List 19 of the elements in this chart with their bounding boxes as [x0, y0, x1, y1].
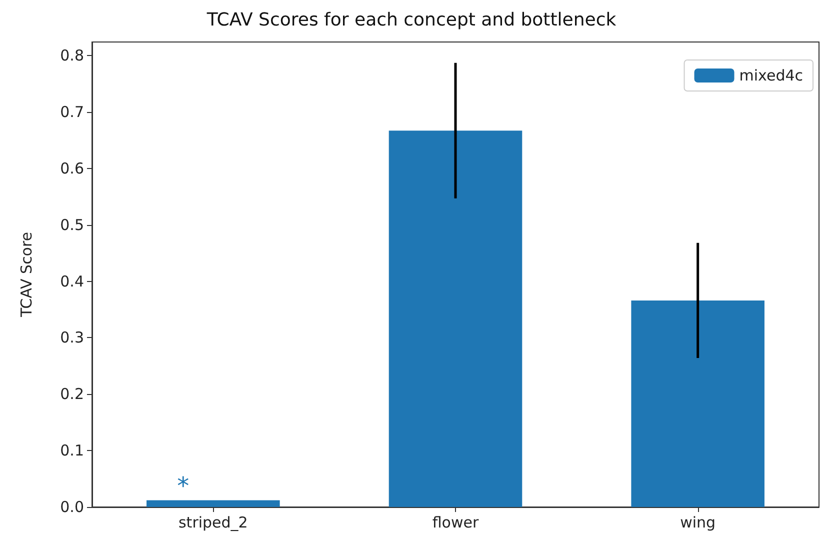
chart-title: TCAV Scores for each concept and bottleneck [206, 10, 617, 30]
bar [146, 500, 280, 507]
x-tick-label: flower [432, 514, 480, 532]
y-tick-label: 0.5 [60, 216, 84, 234]
bar [631, 300, 764, 507]
y-tick-label: 0.0 [60, 498, 84, 516]
x-tick-label: striped_2 [178, 514, 248, 532]
y-tick-label: 0.3 [60, 328, 84, 347]
x-tick-label: wing [680, 514, 716, 532]
y-axis-title: TCAV Score [18, 232, 36, 318]
annotation: * [177, 472, 190, 500]
y-tick-label: 0.8 [60, 46, 84, 65]
y-tick-label: 0.6 [60, 159, 84, 178]
legend-label: mixed4c [739, 66, 804, 84]
bar [388, 130, 522, 507]
y-tick-label: 0.2 [60, 385, 84, 404]
y-tick-label: 0.4 [60, 272, 84, 290]
y-tick-label: 0.1 [60, 442, 84, 460]
y-tick-label: 0.7 [60, 102, 84, 121]
